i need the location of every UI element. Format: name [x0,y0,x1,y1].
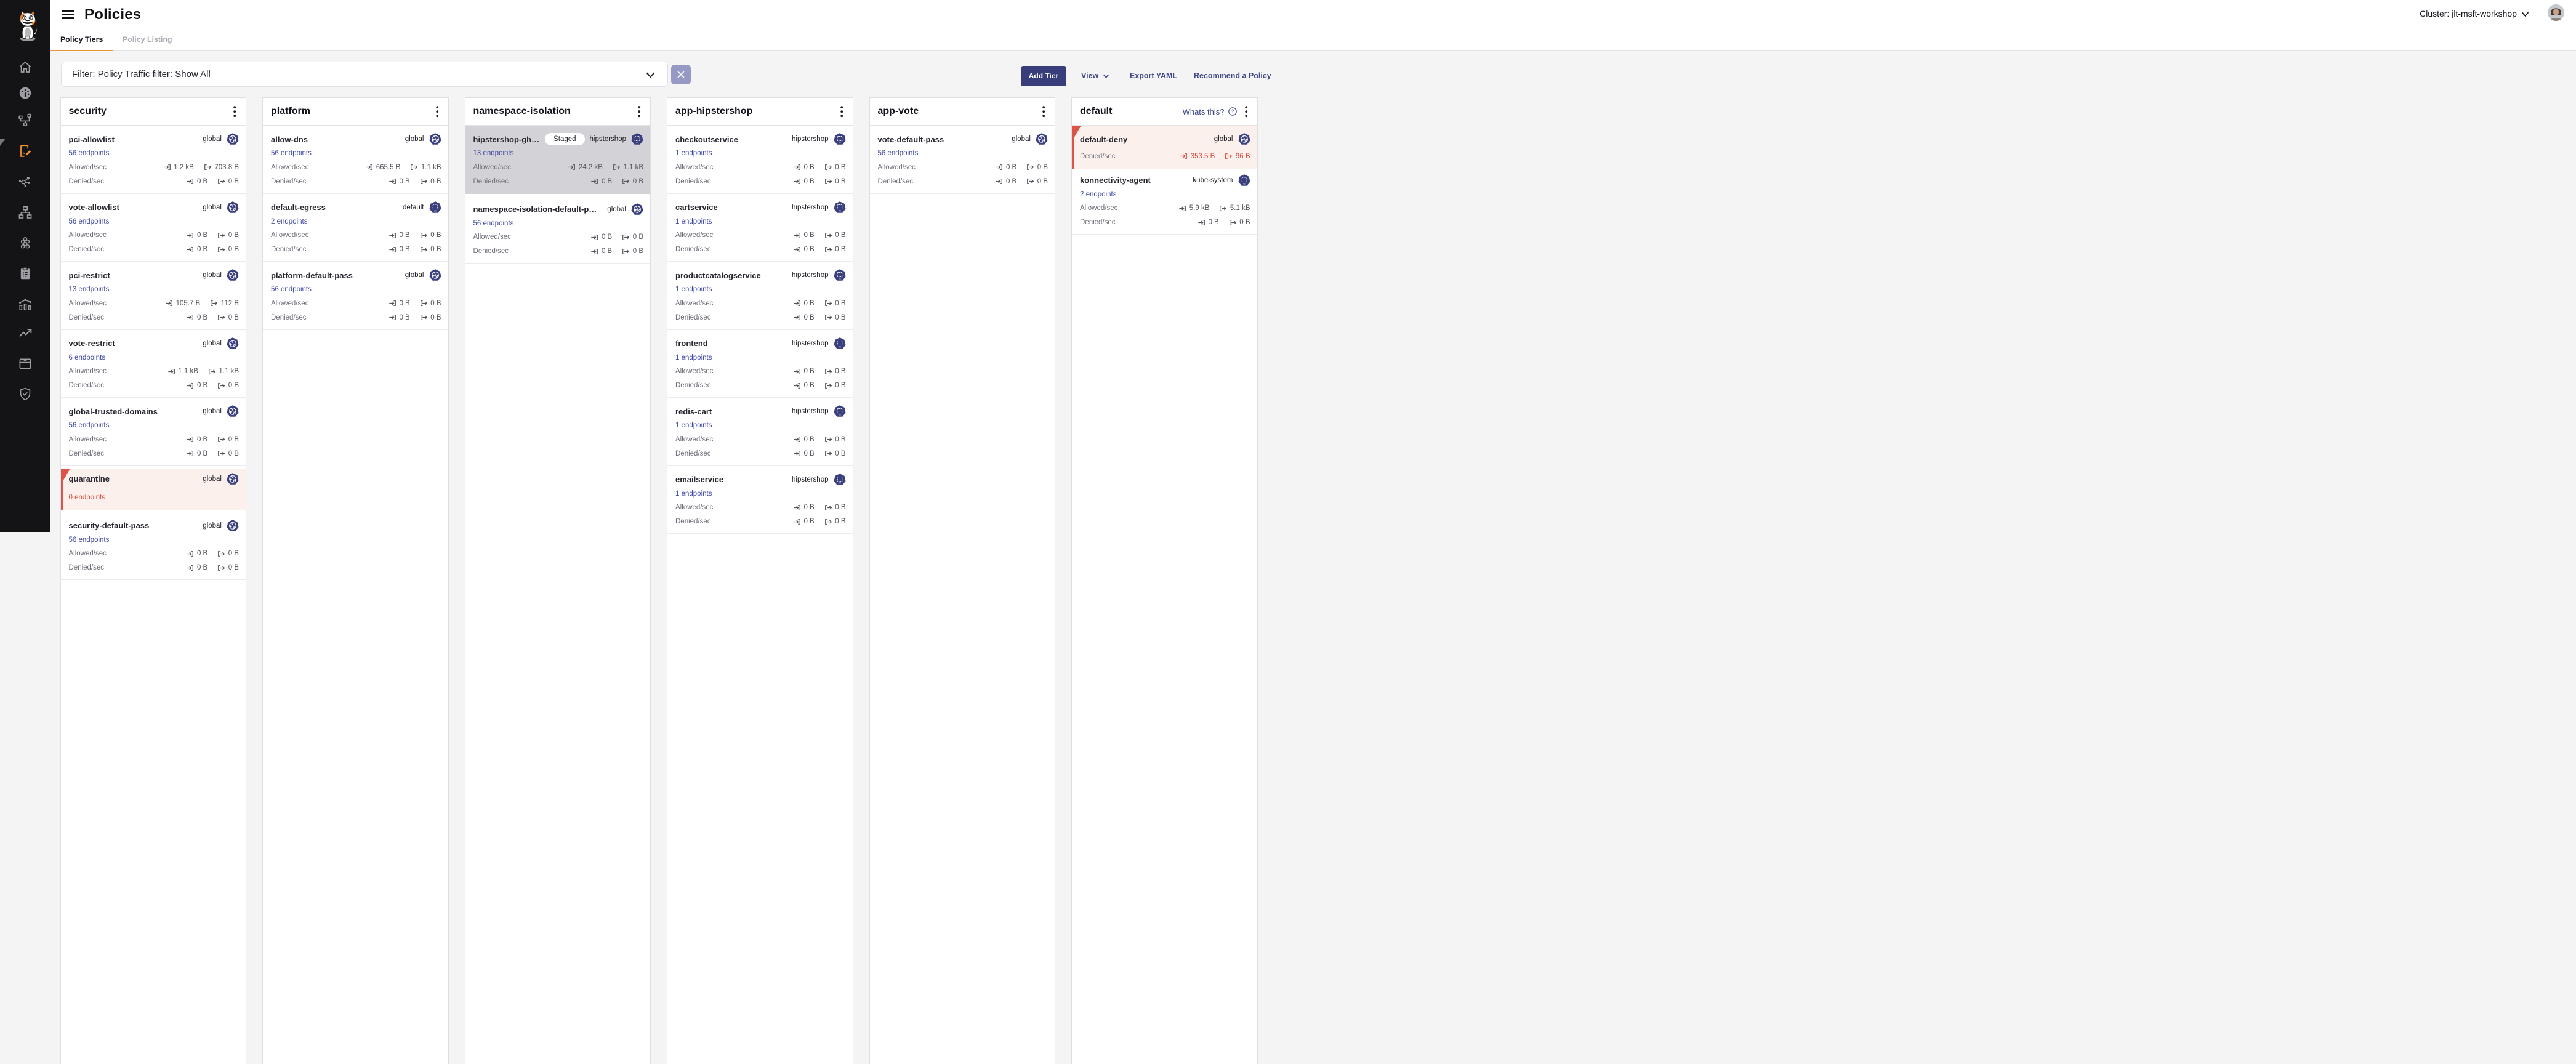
svg-text:ns: ns [636,141,638,143]
svg-text:?: ? [1231,108,1234,115]
svg-text:ns: ns [1243,182,1246,185]
svg-text:ns: ns [839,482,841,484]
svg-text:ns: ns [839,277,841,280]
svg-text:ns: ns [434,209,437,212]
svg-text:ns: ns [839,345,841,348]
svg-text:ns: ns [839,413,841,416]
svg-text:ns: ns [839,209,841,212]
svg-text:ns: ns [839,141,841,143]
